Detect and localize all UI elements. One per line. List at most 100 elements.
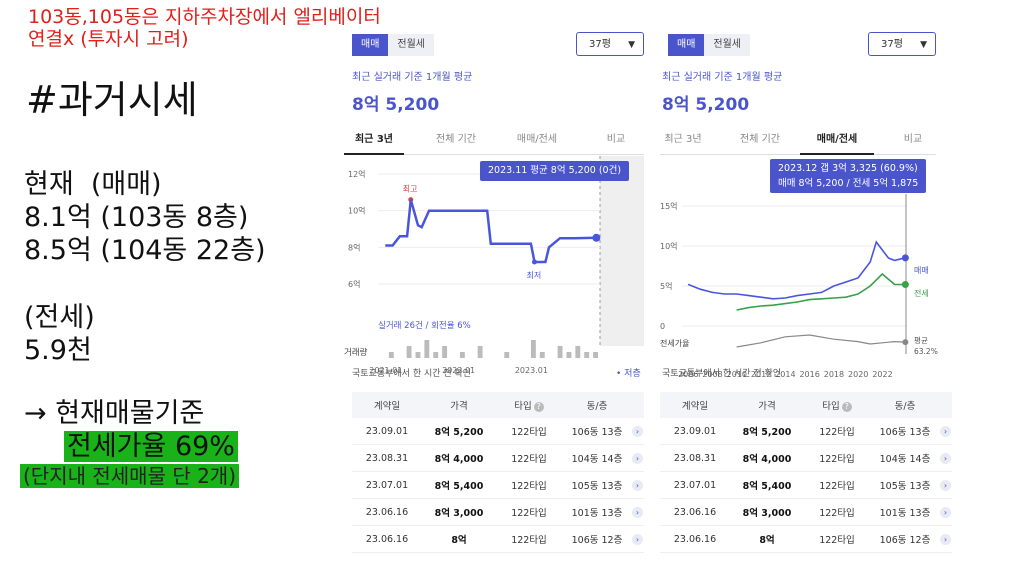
size-value: 37평 [881, 39, 903, 50]
current-label: 현재 (매매) [24, 169, 162, 200]
y-tick-label: 5억 [660, 281, 672, 291]
row-date: 23.09.01 [673, 425, 717, 437]
table-row[interactable]: 23.08.31 8억 4,000 122타입 104동 14층 › [660, 445, 952, 472]
row-floor: 106동 12층 [879, 535, 931, 546]
legend-sale: 매매 [914, 266, 929, 275]
table-row[interactable]: 23.09.01 8억 5,200 122타입 106동 13층 › [660, 418, 952, 445]
row-floor: 104동 14층 [571, 454, 623, 465]
col-date: 계약일 [681, 401, 709, 412]
help-icon[interactable]: ? [533, 402, 544, 412]
x-tick-label: 2018 [824, 370, 844, 379]
row-type: 122타입 [819, 508, 855, 519]
x-axis-left: 2021.01 2022.01 2023.01 [369, 366, 548, 375]
chevron-right-icon[interactable]: › [632, 506, 643, 518]
table-row[interactable]: 23.06.16 8억 122타입 106동 12층 › [660, 526, 952, 553]
tab-compare[interactable]: 비교 [903, 134, 923, 145]
table-row[interactable]: 23.07.01 8억 5,400 122타입 105동 13층 › [660, 472, 952, 499]
row-type: 122타입 [511, 427, 547, 438]
row-type: 122타입 [819, 481, 855, 492]
sale-line [687, 240, 906, 300]
row-type: 122타입 [511, 454, 547, 465]
deal-info: 실거래 26건 / 회전율 6% [378, 320, 471, 331]
row-floor: 106동 13층 [879, 427, 931, 438]
seg-sale[interactable]: 매매 [352, 34, 389, 56]
volume-label: 거래량 [344, 347, 368, 358]
row-price: 8억 5,200 [434, 427, 484, 438]
table-row[interactable]: 23.06.16 8억 3,000 122타입 101동 13층 › [352, 499, 644, 526]
gap-tooltip-line2: 매매 8억 5,200 / 전세 5억 1,875 [778, 178, 919, 189]
help-icon[interactable]: ? [841, 402, 852, 412]
table-row[interactable]: 23.06.16 8억 3,000 122타입 101동 13층 › [660, 499, 952, 526]
arrow-line: → 현재매물기준 [24, 398, 205, 429]
size-select[interactable]: 37평 ▼ [576, 32, 644, 56]
col-type-label: 타입 [514, 401, 532, 412]
tab-recent-3y[interactable]: 최근 3년 [354, 134, 394, 145]
row-floor: 101동 13층 [571, 508, 623, 519]
x-tick-label: 2022.01 [442, 366, 475, 375]
table-header: 계약일 가격 타입? 동/층 [660, 392, 952, 418]
volume-bar [566, 352, 572, 358]
row-type: 122타입 [511, 508, 547, 519]
row-floor: 101동 13층 [879, 508, 931, 519]
chevron-right-icon[interactable]: › [632, 452, 643, 464]
high-label: 최고 [403, 184, 418, 194]
y-tick-label: 10억 [348, 206, 366, 216]
tab-sale-jeonse[interactable]: 매매/전세 [816, 134, 858, 145]
legend-jeonse: 전세 [914, 288, 929, 298]
y-tick-label: 0 [660, 322, 665, 331]
table-row[interactable]: 23.09.01 8억 5,200 122타입 106동 13층 › [352, 418, 644, 445]
chevron-right-icon[interactable]: › [940, 452, 951, 464]
x-tick-label: 2010 [727, 370, 747, 379]
page-heading: #과거시세 [26, 78, 198, 122]
table-row[interactable]: 23.07.01 8억 5,400 122타입 105동 13층 › [352, 472, 644, 499]
chevron-right-icon[interactable]: › [940, 506, 951, 518]
period-tabs: 최근 3년 전체 기간 매매/전세 비교 [344, 124, 644, 155]
current-price-1: 8.1억 (103동 8층) [24, 202, 249, 233]
table-row[interactable]: 23.06.16 8억 122타입 106동 12층 › [352, 526, 644, 553]
tab-compare[interactable]: 비교 [606, 134, 626, 145]
row-price: 8억 4,000 [742, 454, 792, 465]
ratio-latest-point [902, 339, 909, 346]
col-price: 가격 [450, 401, 468, 412]
table-row[interactable]: 23.08.31 8억 4,000 122타입 104동 14층 › [352, 445, 644, 472]
tab-all-period[interactable]: 전체 기간 [740, 134, 780, 145]
row-floor: 105동 13층 [571, 481, 623, 492]
row-date: 23.06.16 [673, 533, 717, 545]
col-type: 타입? [496, 398, 562, 412]
chevron-right-icon[interactable]: › [940, 425, 951, 437]
table-header: 계약일 가격 타입? 동/층 [352, 392, 644, 418]
volume-bar [530, 340, 536, 358]
col-type-label: 타입 [822, 401, 840, 412]
tab-recent-3y[interactable]: 최근 3년 [664, 134, 702, 145]
row-date: 23.06.16 [673, 506, 717, 518]
chevron-right-icon[interactable]: › [632, 425, 643, 437]
chevron-right-icon[interactable]: › [632, 533, 643, 545]
chevron-right-icon[interactable]: › [940, 479, 951, 491]
col-floor: 동/층 [586, 401, 608, 412]
volume-bar [415, 352, 421, 358]
ratio-line-wrap: 전세가율 69% [64, 430, 238, 463]
seg-rent[interactable]: 전월세 [704, 34, 751, 56]
row-date: 23.08.31 [365, 452, 409, 464]
chevron-right-icon[interactable]: › [632, 479, 643, 491]
size-select[interactable]: 37평 ▼ [868, 32, 936, 56]
chart-left: 12억 10억 8억 6억 최고 최저 실거래 26건 / 회전율 6% 거래량 [344, 156, 644, 358]
ratio-highlight: 전세가율 69% [64, 431, 238, 462]
seg-rent[interactable]: 전월세 [388, 34, 435, 56]
y-tick-label: 10억 [660, 241, 678, 251]
x-tick-label: 2021.01 [369, 366, 402, 375]
col-date: 계약일 [373, 401, 401, 412]
current-price-2: 8.5억 (104동 22층) [24, 235, 266, 266]
deal-type-toggle: 매매 전월세 [352, 34, 435, 56]
row-price: 8억 5,200 [742, 427, 792, 438]
row-date: 23.09.01 [365, 425, 409, 437]
x-tick-label: 2008 [702, 370, 722, 379]
note-line-1: 103동,105동은 지하주차장에서 엘리베이터 [28, 6, 381, 28]
tab-all-period[interactable]: 전체 기간 [436, 134, 476, 145]
volume-bar [575, 346, 581, 358]
jeonse-value: 5.9천 [24, 335, 92, 366]
tab-sale-jeonse[interactable]: 매매/전세 [516, 134, 558, 145]
chevron-right-icon[interactable]: › [940, 533, 951, 545]
volume-bar [406, 346, 412, 358]
seg-sale[interactable]: 매매 [668, 34, 705, 56]
